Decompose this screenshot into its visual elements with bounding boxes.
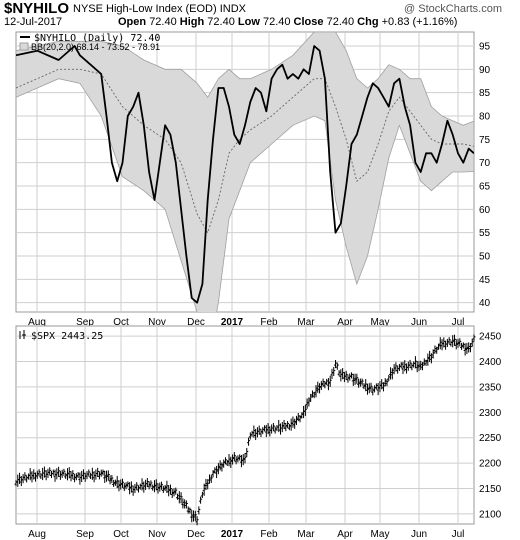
x-tick-label: Feb [260,529,278,540]
x-tick-label: 2017 [221,317,244,328]
y-tick-label: 85 [479,88,491,99]
legend-band-swatch [19,42,29,51]
legend-bb: BB(20,2.0) 68.14 - 73.52 - 78.91 [31,42,160,52]
x-tick-label: Nov [148,529,166,540]
y-tick-label: 75 [479,135,491,146]
y-tick-label: 80 [479,112,491,123]
x-tick-label: May [371,529,390,540]
close-value: 72.40 [326,16,355,28]
low-label: Low [237,16,260,28]
high-label: High [179,16,205,28]
y-tick-label: 45 [479,275,491,286]
description-text: NYSE High-Low Index (EOD) [73,3,217,15]
y-tick-label: 65 [479,182,491,193]
x-tick-label: Mar [297,317,315,328]
bollinger-middle-line [16,68,474,234]
high-value: 72.40 [207,16,235,28]
plot-area [16,32,474,312]
x-tick-label: Jul [452,529,465,540]
panel-frame [15,325,475,525]
chart-description: NYSE High-Low Index (EOD) INDX [73,3,246,15]
x-tick-label: Jul [452,317,465,328]
y-tick-label: 90 [479,65,491,76]
y-tick-label: 2200 [479,459,502,470]
x-tick-label: Jun [411,529,427,540]
open-value: 72.40 [149,16,177,28]
low-value: 72.40 [262,16,291,28]
x-tick-label: Nov [148,317,166,328]
y-tick-label: 2300 [479,408,502,419]
x-tick-label: Dec [187,529,205,540]
x-tick-label: Aug [28,529,46,540]
y-tick-label: 50 [479,252,491,263]
exchange-text: INDX [219,3,247,15]
y-tick-label: 2400 [479,357,502,368]
chg-value: +0.83 (+1.16%) [381,16,458,28]
x-tick-label: Mar [297,529,315,540]
x-tick-label: 2017 [221,529,244,540]
legend-ohlc-swatch [19,330,26,339]
y-tick-label: 2350 [479,382,502,393]
nyhilo-line [16,45,474,304]
chart-symbol: $NYHILO [4,0,70,17]
x-tick-label: Apr [337,317,353,328]
x-tick-label: Jun [411,317,427,328]
bollinger-band-area [16,32,474,312]
ohlc-readout: Open 72.40 High 72.40 Low 72.40 Close 72… [118,16,457,28]
chg-label: Chg [357,16,379,28]
x-tick-label: May [371,317,390,328]
y-tick-label: 2450 [479,332,502,343]
nyhilo-panel: 40 45 50 55 60 65 70 75 80 85 90 95 $NYHILO (Daily) … [15,31,491,328]
x-tick-label: Oct [113,529,129,540]
brand-watermark: @ StockCharts.com [404,3,502,15]
y-tick-label: 70 [479,158,491,169]
x-tick-label: Sep [76,529,94,540]
y-tick-label: 55 [479,228,491,239]
y-tick-label: 60 [479,205,491,216]
legend-nyhilo: $NYHILO (Daily) 72.40 [34,33,160,44]
open-label: Open [118,16,147,28]
x-tick-label: Oct [113,317,129,328]
y-tick-label: 2250 [479,433,502,444]
y-tick-label: 95 [479,42,491,53]
y-tick-label: 2150 [479,484,502,495]
y-tick-label: 40 [479,298,491,309]
y-tick-label: 2100 [479,509,502,520]
x-tick-label: Feb [260,317,278,328]
x-tick-label: Apr [337,529,353,540]
legend-spx: $SPX 2443.25 [31,331,103,342]
close-label: Close [293,16,324,28]
x-tick-label: Aug [28,317,46,328]
x-tick-label: Dec [187,317,205,328]
x-tick-label: Sep [76,317,94,328]
spx-panel: 2100 2150 2200 2250 2300 2350 2400 2450 $SPX 244… [14,325,502,540]
chart-date: 12-Jul-2017 [4,16,63,28]
